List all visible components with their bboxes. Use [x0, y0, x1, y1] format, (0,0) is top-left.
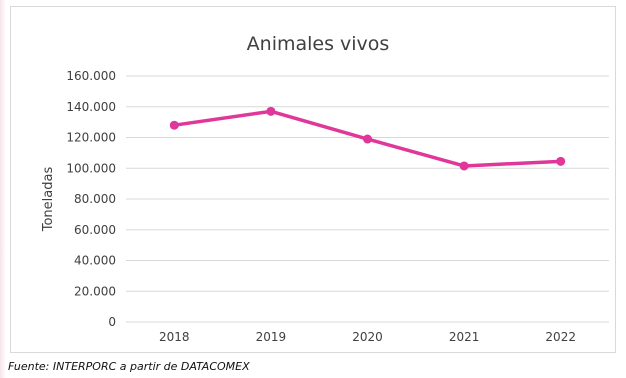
- x-tick-label: 2022: [545, 330, 576, 344]
- y-tick-label: 60.000: [74, 223, 116, 237]
- y-tick-label: 0: [108, 315, 116, 329]
- data-point: [266, 106, 276, 116]
- x-tick-label: 2021: [449, 330, 480, 344]
- data-point: [459, 161, 469, 171]
- y-axis-label: Toneladas: [41, 167, 56, 233]
- data-point: [556, 156, 566, 166]
- y-tick-label: 160.000: [66, 69, 116, 83]
- chart-frame: [10, 6, 616, 353]
- y-tick-label: 120.000: [66, 131, 116, 145]
- page-edge: [0, 0, 6, 378]
- y-tick-label: 40.000: [74, 254, 116, 268]
- y-tick-label: 140.000: [66, 100, 116, 114]
- source-note: Fuente: INTERPORC a partir de DATACOMEX: [8, 360, 250, 373]
- data-point: [363, 134, 372, 144]
- x-tick-label: 2019: [256, 330, 287, 344]
- data-point: [169, 120, 179, 130]
- y-tick-label: 100.000: [66, 161, 116, 175]
- x-tick-label: 2018: [159, 330, 190, 344]
- y-tick-label: 80.000: [74, 192, 116, 206]
- chart-title: Animales vivos: [247, 33, 390, 55]
- y-tick-label: 20.000: [74, 284, 116, 298]
- x-tick-label: 2020: [352, 330, 383, 344]
